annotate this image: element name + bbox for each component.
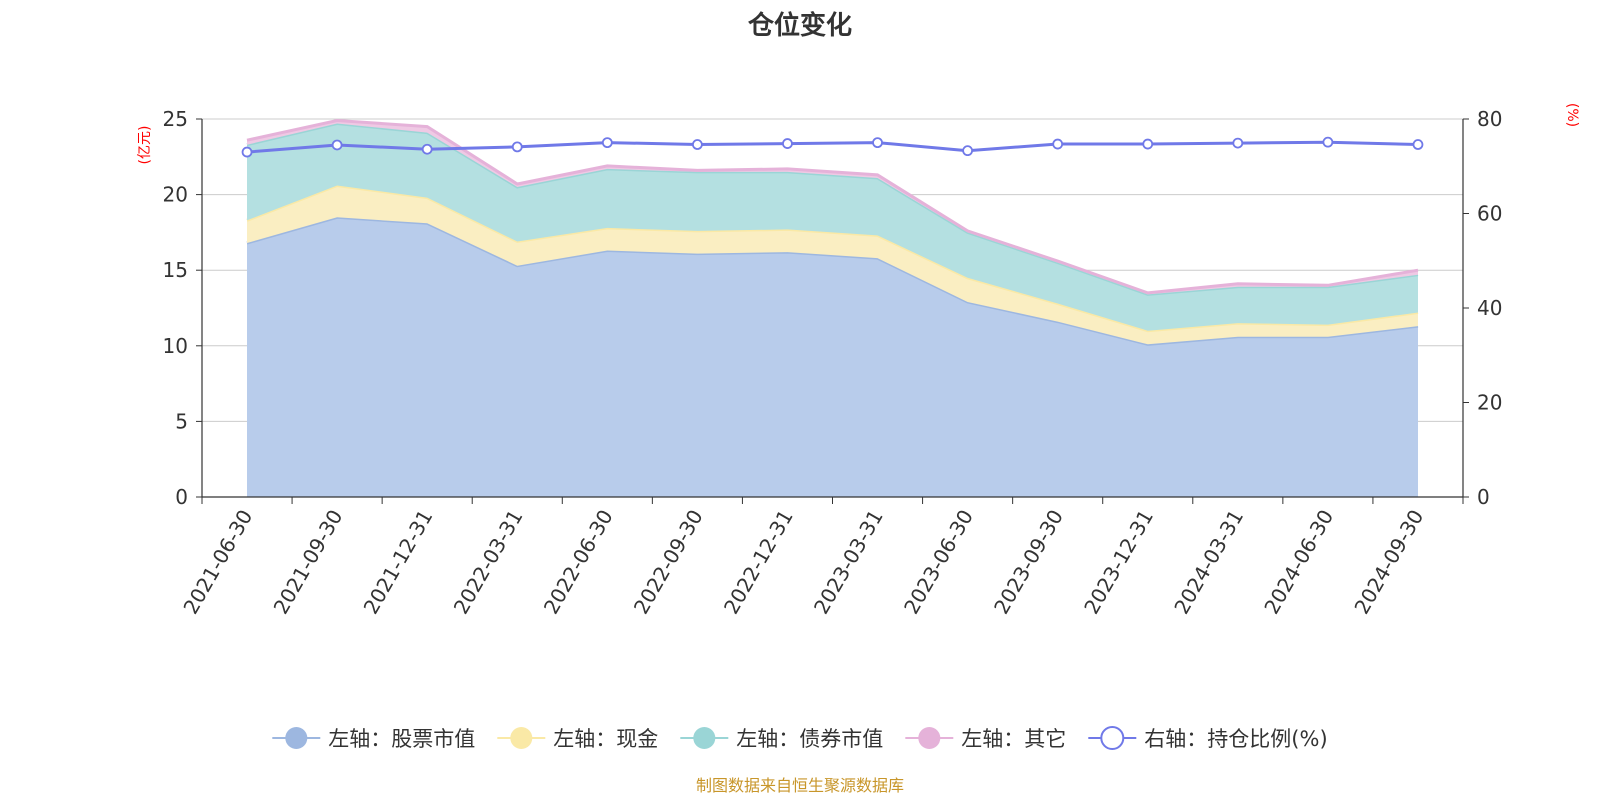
legend-item: 左轴：现金	[497, 727, 658, 751]
holding-ratio-point	[331, 139, 343, 151]
legend-circle-marker	[918, 727, 941, 749]
left-axis-tick-label: 25	[163, 107, 188, 131]
left-axis-tick-label: 15	[163, 258, 188, 282]
x-axis-tick-label: 2023-12-31	[1079, 506, 1158, 619]
x-axis-tick-label: 2024-03-31	[1169, 506, 1248, 619]
holding-ratio-point	[1232, 137, 1244, 149]
holding-ratio-point	[962, 145, 974, 157]
x-axis-tick-label: 2022-06-30	[539, 506, 618, 619]
x-axis-tick-label: 2023-06-30	[899, 506, 978, 619]
x-axis-tick-label: 2023-03-31	[809, 506, 888, 619]
chart-title: 仓位变化	[747, 10, 852, 41]
x-axis-tick-label: 2021-06-30	[178, 506, 257, 619]
x-axis-tick-label: 2022-12-31	[719, 506, 798, 619]
left-axis-tick-label: 20	[163, 183, 188, 207]
area-series-edge-4	[246, 118, 1419, 295]
left-axis-tick-label: 10	[163, 334, 188, 358]
right-axis-tick-label: 60	[1477, 202, 1502, 226]
right-axis-unit: (%)	[1564, 103, 1580, 127]
legend-item: 右轴：持仓比例(%)	[1088, 726, 1328, 751]
holding-ratio-point	[1322, 136, 1334, 148]
legend-circle-marker	[510, 727, 533, 749]
legend-circle-marker	[285, 727, 308, 749]
holding-ratio-point	[511, 141, 523, 153]
left-axis-tick-label: 0	[175, 485, 188, 509]
area-series-2	[247, 185, 1418, 345]
legend-item: 左轴：其它	[905, 727, 1066, 751]
right-axis-tick-label: 20	[1477, 391, 1502, 415]
holding-ratio-point	[872, 137, 883, 149]
holding-ratio-line	[246, 140, 1419, 154]
area-series-3	[247, 123, 1418, 331]
legend-label: 右轴：持仓比例(%)	[1144, 727, 1327, 751]
right-axis-tick-label: 0	[1477, 485, 1490, 509]
right-axis-tick-label: 80	[1477, 107, 1502, 131]
legend-label: 左轴：其它	[961, 727, 1066, 751]
holding-ratio-point	[1412, 139, 1424, 150]
legend: 左轴：股票市值 左轴：现金 左轴：债券市值 左轴：其它 右轴：持仓比例(%)	[272, 726, 1328, 751]
x-axis-tick-label: 2021-09-30	[269, 506, 348, 619]
legend-circle-marker	[693, 727, 716, 749]
x-axis-tick-label: 2023-09-30	[989, 506, 1068, 619]
x-axis-tick-label: 2022-03-31	[449, 506, 528, 619]
left-axis-unit: (亿元)	[137, 126, 153, 165]
x-axis-tick-label: 2022-09-30	[629, 506, 708, 619]
legend-item: 左轴：股票市值	[272, 727, 475, 751]
holding-ratio-point	[1142, 138, 1154, 150]
holding-ratio-point	[782, 138, 793, 149]
holding-ratio-point	[421, 143, 433, 155]
legend-label: 左轴：股票市值	[328, 727, 475, 751]
x-axis-tick-label: 2024-09-30	[1349, 506, 1428, 619]
holding-ratio-point	[691, 139, 703, 150]
area-series-1	[247, 217, 1418, 498]
x-axis-tick-label: 2021-12-31	[359, 506, 438, 619]
left-axis-tick-label: 5	[175, 409, 188, 433]
right-axis-tick-label: 40	[1477, 296, 1502, 320]
x-axis-tick-label: 2024-06-30	[1259, 506, 1338, 619]
holding-ratio-point	[1052, 138, 1064, 150]
holding-ratio-point	[601, 137, 613, 149]
legend-label: 左轴：现金	[553, 727, 658, 751]
legend-label: 左轴：债券市值	[736, 727, 883, 751]
legend-item: 左轴：债券市值	[680, 727, 883, 751]
legend-circle-marker	[1100, 726, 1125, 750]
holding-ratio-point	[241, 146, 253, 158]
data-source-note: 制图数据来自恒生聚源数据库	[696, 776, 904, 795]
